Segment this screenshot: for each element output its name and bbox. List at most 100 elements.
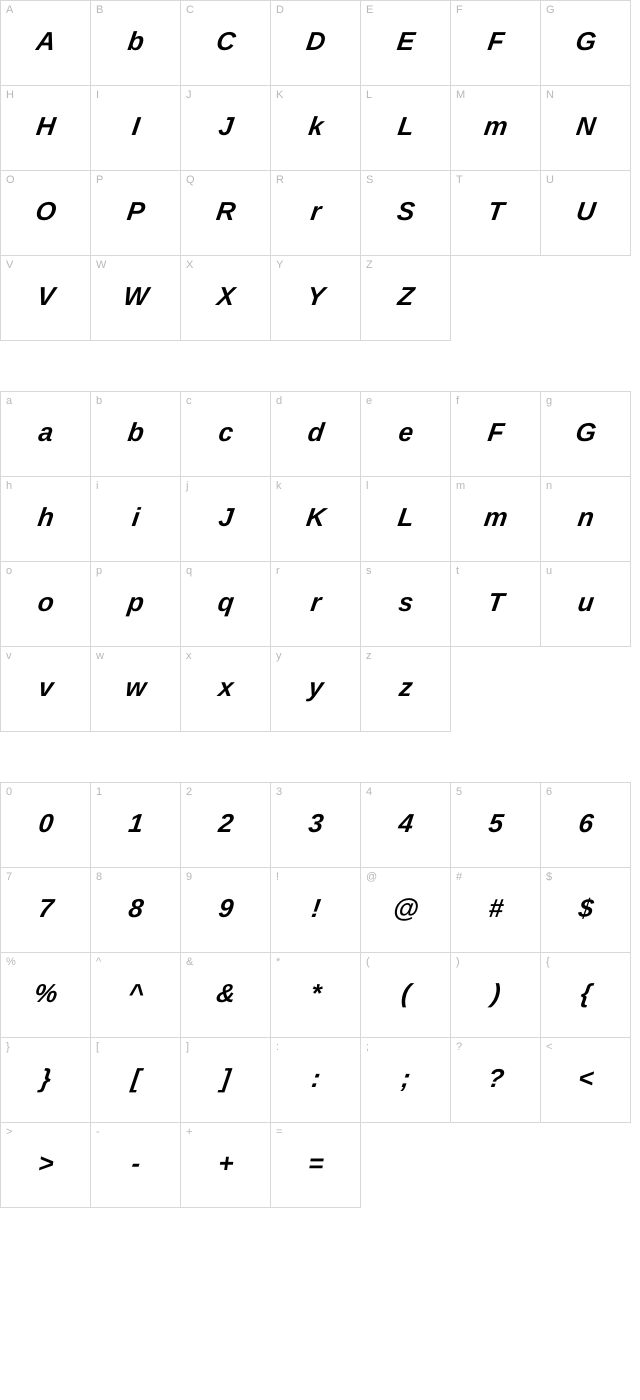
glyph-display: 0 xyxy=(0,808,92,839)
glyph-label: I xyxy=(96,89,99,101)
glyph-label: % xyxy=(6,956,16,968)
glyph-label: m xyxy=(456,480,465,492)
glyph-label: { xyxy=(546,956,550,968)
glyph-cell: ** xyxy=(271,953,361,1038)
glyph-display: G xyxy=(539,26,632,57)
glyph-display: P xyxy=(89,196,182,227)
glyph-display: J xyxy=(179,111,272,142)
glyph-label: E xyxy=(366,4,373,16)
glyph-display: L xyxy=(359,111,452,142)
glyph-display: u xyxy=(539,587,632,618)
glyph-display: J xyxy=(179,502,272,533)
glyph-display: x xyxy=(179,672,272,703)
glyph-label: j xyxy=(186,480,188,492)
glyph-cell: Bb xyxy=(91,1,181,86)
glyph-label: 4 xyxy=(366,786,372,798)
glyph-label: D xyxy=(276,4,284,16)
glyph-label: W xyxy=(96,259,106,271)
glyph-label: C xyxy=(186,4,194,16)
glyph-label: ! xyxy=(276,871,279,883)
glyph-display: - xyxy=(89,1148,182,1179)
glyph-label: = xyxy=(276,1126,282,1138)
glyph-label: > xyxy=(6,1126,12,1138)
glyph-label: h xyxy=(6,480,12,492)
glyph-label: e xyxy=(366,395,372,407)
glyph-cell: TT xyxy=(451,171,541,256)
glyph-display: r xyxy=(269,196,362,227)
glyph-display: r xyxy=(269,587,362,618)
glyph-label: r xyxy=(276,565,280,577)
glyph-label: ] xyxy=(186,1041,189,1053)
glyph-cell: aa xyxy=(1,392,91,477)
glyph-label: z xyxy=(366,650,372,662)
glyph-label: + xyxy=(186,1126,192,1138)
empty-cell xyxy=(451,647,541,732)
glyph-display: ) xyxy=(449,978,542,1009)
glyph-display: [ xyxy=(89,1063,182,1094)
glyph-cell: 11 xyxy=(91,783,181,868)
glyph-cell: ]] xyxy=(181,1038,271,1123)
glyph-display: A xyxy=(0,26,92,57)
glyph-label: X xyxy=(186,259,193,271)
glyph-display: L xyxy=(359,502,452,533)
glyph-cell: 99 xyxy=(181,868,271,953)
glyph-display: & xyxy=(179,978,272,1009)
glyph-label: s xyxy=(366,565,372,577)
glyph-cell: 88 xyxy=(91,868,181,953)
glyph-display: Y xyxy=(269,281,362,312)
glyph-label: K xyxy=(276,89,283,101)
glyph-cell: ii xyxy=(91,477,181,562)
glyph-cell: @@ xyxy=(361,868,451,953)
glyph-cell: UU xyxy=(541,171,631,256)
glyph-cell: tT xyxy=(451,562,541,647)
glyph-cell: Kk xyxy=(271,86,361,171)
glyph-display: n xyxy=(539,502,632,533)
glyph-cell: JJ xyxy=(181,86,271,171)
glyph-label: P xyxy=(96,174,103,186)
glyph-display: z xyxy=(359,672,452,703)
glyph-label: u xyxy=(546,565,552,577)
empty-cell xyxy=(541,647,631,732)
glyph-cell: uu xyxy=(541,562,631,647)
glyph-label: n xyxy=(546,480,552,492)
glyph-display: N xyxy=(539,111,632,142)
glyph-label: 7 xyxy=(6,871,12,883)
glyph-display: y xyxy=(269,672,362,703)
glyph-label: ( xyxy=(366,956,370,968)
glyph-display: m xyxy=(449,502,542,533)
glyph-label: 1 xyxy=(96,786,102,798)
glyph-cell: VV xyxy=(1,256,91,341)
glyph-cell: PP xyxy=(91,171,181,256)
glyph-label: F xyxy=(456,4,463,16)
glyph-cell: QR xyxy=(181,171,271,256)
glyph-cell: OO xyxy=(1,171,91,256)
glyph-label: y xyxy=(276,650,282,662)
glyph-label: b xyxy=(96,395,102,407)
glyph-display: I xyxy=(89,111,182,142)
glyph-label: 9 xyxy=(186,871,192,883)
glyph-group-1: aabbccddeefFgGhhiijJkKlLmmnnooppqqrrsstT… xyxy=(0,391,640,732)
glyph-display: * xyxy=(269,978,362,1009)
glyph-cell: 22 xyxy=(181,783,271,868)
glyph-label: [ xyxy=(96,1041,99,1053)
glyph-label: V xyxy=(6,259,13,271)
glyph-display: = xyxy=(269,1148,362,1179)
glyph-display: b xyxy=(89,26,182,57)
glyph-cell: GG xyxy=(541,1,631,86)
glyph-cell: SS xyxy=(361,171,451,256)
glyph-label: ^ xyxy=(96,956,101,968)
glyph-display: } xyxy=(0,1063,92,1094)
glyph-display: < xyxy=(539,1063,632,1094)
glyph-cell: LL xyxy=(361,86,451,171)
glyph-cell: Mm xyxy=(451,86,541,171)
glyph-display: p xyxy=(89,587,182,618)
glyph-cell: ## xyxy=(451,868,541,953)
glyph-label: ? xyxy=(456,1041,462,1053)
glyph-cell: (( xyxy=(361,953,451,1038)
glyph-label: 3 xyxy=(276,786,282,798)
glyph-label: & xyxy=(186,956,193,968)
glyph-label: v xyxy=(6,650,12,662)
glyph-cell: dd xyxy=(271,392,361,477)
glyph-label: g xyxy=(546,395,552,407)
glyph-display: 6 xyxy=(539,808,632,839)
